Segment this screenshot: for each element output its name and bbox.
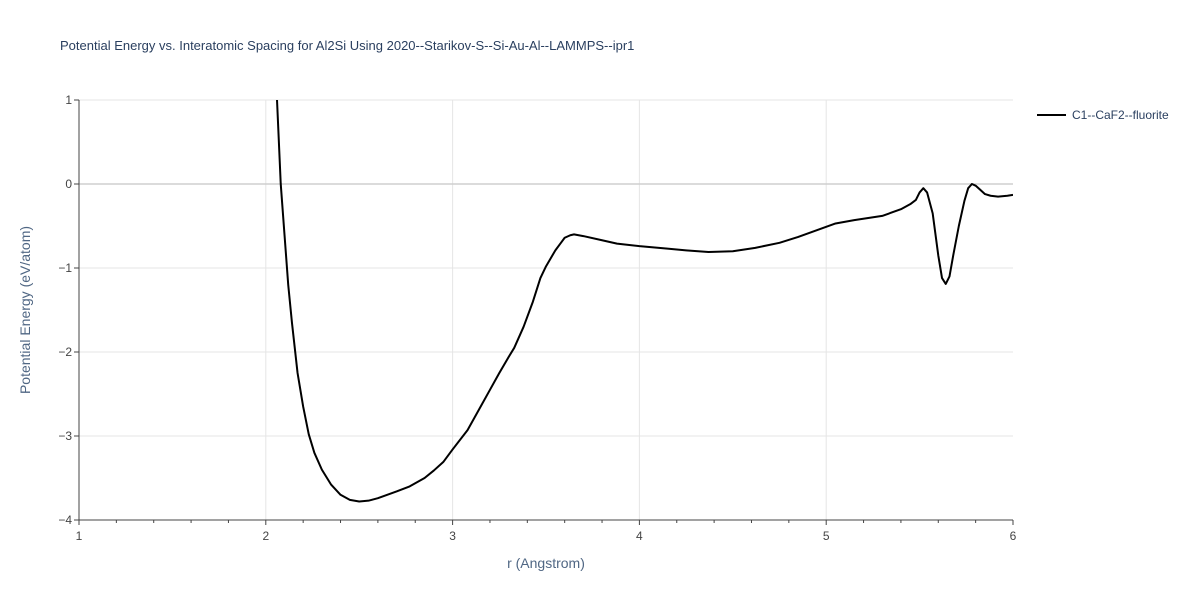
legend[interactable]: C1--CaF2--fluorite [1037,108,1169,122]
y-tick-label: −4 [58,513,72,527]
series-lines [276,100,1013,503]
legend-label: C1--CaF2--fluorite [1072,108,1169,122]
series-line [276,100,1013,503]
axes: 1 2 3 4 5 6 1 0 −1 −2 −3 −4 [58,93,1016,543]
y-tick-label: −2 [58,345,72,359]
x-tick-label: 4 [636,529,643,543]
y-tick-label: −3 [58,429,72,443]
y-tick-label: −1 [58,261,72,275]
y-axis-title: Potential Energy (eV/atom) [17,226,33,394]
x-axis-title: r (Angstrom) [507,555,585,571]
x-tick-label: 6 [1010,529,1017,543]
grid-lines [79,99,1013,520]
x-tick-label: 2 [262,529,269,543]
y-tick-label: 0 [65,177,72,191]
x-tick-label: 5 [823,529,830,543]
y-tick-label: 1 [65,93,72,107]
x-tick-label: 3 [449,529,456,543]
x-tick-label: 1 [76,529,83,543]
chart-title: Potential Energy vs. Interatomic Spacing… [60,38,634,53]
legend-item[interactable]: C1--CaF2--fluorite [1037,108,1169,122]
